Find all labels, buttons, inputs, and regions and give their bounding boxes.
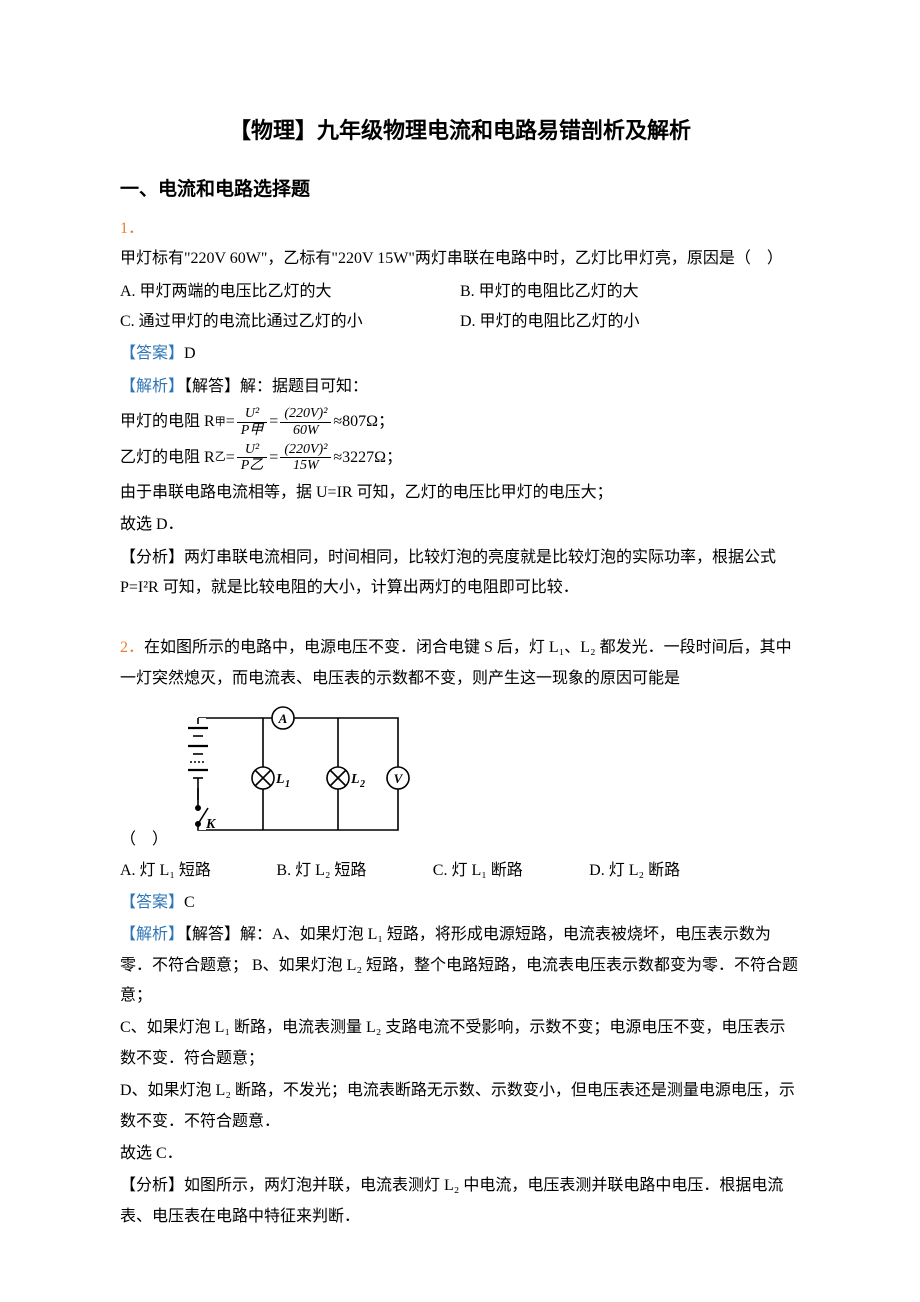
eq2-frac1: U² P乙	[237, 442, 268, 474]
eq1-tail: ≈807Ω；	[333, 407, 394, 437]
q2-opt-c: C. 灯 L₁ 断路	[433, 856, 589, 886]
svg-text:2: 2	[359, 779, 365, 790]
eq2-f1-num: U²	[237, 442, 268, 458]
eq1-f1-den: P甲	[237, 423, 268, 438]
q2-opt-a: A. 灯 L₁ 短路	[120, 856, 276, 886]
q2-answer: 【答案】C	[120, 888, 800, 918]
eq1-f2-den: 60W	[280, 423, 331, 438]
eq1-f1-num: U²	[237, 406, 268, 422]
circuit-diagram: A V L1 L2 K	[168, 700, 428, 851]
q1-opt-a: A. 甲灯两端的电压比乙灯的大	[120, 277, 460, 307]
eq1-eq: =	[269, 407, 278, 437]
q2-opt-b: B. 灯 L₂ 短路	[276, 856, 432, 886]
q2-ex-c: C、如果灯泡 L₁ 断路，电流表测量 L₂ 支路电流不受影响，示数不变；电源电压…	[120, 1013, 800, 1074]
eq2-f1-den: P乙	[237, 458, 268, 473]
q1-stem: 1． 甲灯标有"220V 60W"，乙标有"220V 15W"两灯串联在电路中时，…	[120, 214, 800, 275]
eq1-mid: =	[226, 407, 235, 437]
answer-label: 【答案】	[120, 345, 184, 362]
svg-text:A: A	[278, 711, 288, 726]
q1-eq2: 乙灯的电阻 R 乙 = U² P乙 = (220V)² 15W ≈3227Ω；	[120, 442, 800, 474]
eq2-mid: =	[226, 443, 235, 473]
q2-number: 2．	[120, 639, 144, 656]
q1-line4: 故选 D．	[120, 510, 800, 540]
q2-ex-end: 故选 C．	[120, 1139, 800, 1169]
q1-stem-text: 甲灯标有"220V 60W"，乙标有"220V 15W"两灯串联在电路中时，乙灯…	[120, 250, 783, 267]
q1-eq1: 甲灯的电阻 R 甲 = U² P甲 = (220V)² 60W ≈807Ω；	[120, 406, 800, 438]
q1-opt-c: C. 通过甲灯的电流比通过乙灯的小	[120, 307, 460, 337]
explain-label: 【解析】	[120, 378, 184, 395]
q1-opt-d: D. 甲灯的电阻比乙灯的小	[460, 307, 800, 337]
eq2-eq: =	[269, 443, 278, 473]
q1-options: A. 甲灯两端的电压比乙灯的大 B. 甲灯的电阻比乙灯的大 C. 通过甲灯的电流…	[120, 277, 800, 338]
q2-opt-d: D. 灯 L₂ 断路	[589, 856, 800, 886]
q1-analysis: 【分析】两灯串联电流相同，时间相同，比较灯泡的亮度就是比较灯泡的实际功率，根据公…	[120, 543, 800, 604]
q2-stem: 2．在如图所示的电路中，电源电压不变．闭合电键 S 后，灯 L₁、L₂ 都发光．…	[120, 633, 800, 694]
q2-options: A. 灯 L₁ 短路 B. 灯 L₂ 短路 C. 灯 L₁ 断路 D. 灯 L₂…	[120, 856, 800, 886]
q1-opt-b: B. 甲灯的电阻比乙灯的大	[460, 277, 800, 307]
svg-text:1: 1	[285, 779, 290, 790]
q2-ex-a-text: 【解答】解：A、如果灯泡 L₁ 短路，将形成电源短路，电流表被烧坏，电压表示数为…	[120, 926, 798, 1004]
page-title: 【物理】九年级物理电流和电路易错剖析及解析	[120, 110, 800, 152]
eq1-frac2: (220V)² 60W	[280, 406, 331, 438]
q1-answer-value: D	[184, 345, 196, 362]
svg-text:V: V	[394, 771, 404, 786]
explain-label: 【解析】	[120, 926, 184, 943]
q2-stem-tail: （ ）	[120, 825, 168, 855]
q1-explain-head-text: 【解答】解：据题目可知：	[184, 378, 368, 395]
svg-text:L: L	[350, 772, 360, 787]
eq1-f2-num: (220V)²	[280, 406, 331, 422]
q1-line3: 由于串联电路电流相等，据 U=IR 可知，乙灯的电压比甲灯的电压大；	[120, 478, 800, 508]
q2-stem-text: 在如图所示的电路中，电源电压不变．闭合电键 S 后，灯 L₁、L₂ 都发光．一段…	[120, 639, 792, 686]
eq2-pre: 乙灯的电阻 R	[120, 443, 215, 473]
answer-label: 【答案】	[120, 894, 184, 911]
q2-answer-value: C	[184, 894, 195, 911]
eq1-pre: 甲灯的电阻 R	[120, 407, 215, 437]
q1-answer: 【答案】D	[120, 339, 800, 369]
eq2-frac2: (220V)² 15W	[280, 442, 331, 474]
svg-text:L: L	[275, 772, 285, 787]
eq1-sub: 甲	[215, 412, 226, 433]
section-heading: 一、电流和电路选择题	[120, 172, 800, 208]
q1-number: 1．	[120, 220, 144, 237]
eq2-f2-den: 15W	[280, 458, 331, 473]
q2-analysis: 【分析】如图所示，两灯泡并联，电流表测灯 L₂ 中电流，电压表测并联电路中电压．…	[120, 1171, 800, 1232]
q2-figure-row: （ ）	[120, 696, 800, 855]
q2-ex-d: D、如果灯泡 L₂ 断路，不发光；电流表断路无示数、示数变小，但电压表还是测量电…	[120, 1076, 800, 1137]
svg-text:K: K	[205, 817, 217, 832]
q1-explain-head: 【解析】【解答】解：据题目可知：	[120, 372, 800, 402]
eq2-sub: 乙	[215, 447, 226, 468]
eq1-frac1: U² P甲	[237, 406, 268, 438]
eq2-tail: ≈3227Ω；	[333, 443, 402, 473]
q2-ex-a: 【解析】【解答】解：A、如果灯泡 L₁ 短路，将形成电源短路，电流表被烧坏，电压…	[120, 920, 800, 1011]
eq2-f2-num: (220V)²	[280, 442, 331, 458]
